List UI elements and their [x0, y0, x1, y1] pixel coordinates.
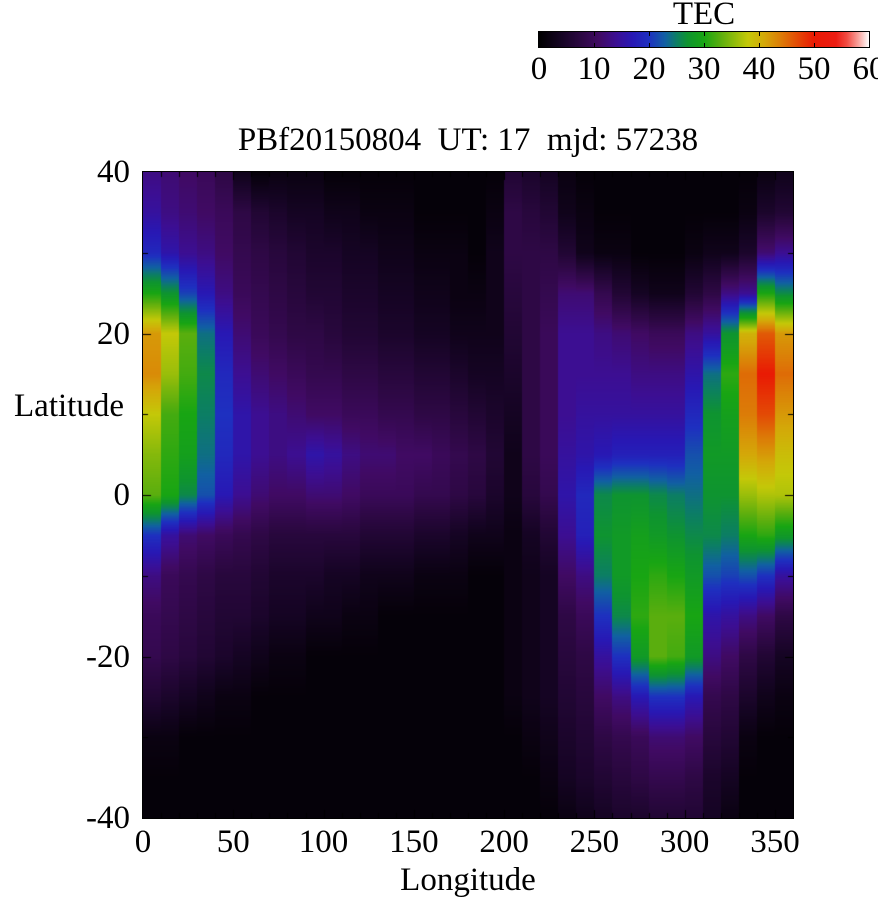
colorbar-tick-mark: [759, 32, 760, 36]
y-axis-label: Latitude: [14, 388, 124, 424]
colorbar-tick-label: 30: [687, 51, 721, 87]
plot-title: PBf20150804 UT: 17 mjd: 57238: [237, 122, 699, 158]
x-tick-label: 150: [389, 824, 439, 860]
colorbar-title: TEC: [672, 0, 736, 32]
colorbar-tick-label: 10: [577, 51, 611, 87]
x-axis-label: Longitude: [400, 862, 536, 898]
y-tick-label: -40: [86, 800, 130, 836]
x-tick-label: 300: [659, 824, 710, 860]
colorbar-tick-mark: [759, 43, 760, 47]
y-tick-label: 40: [97, 154, 130, 190]
colorbar-tick-mark: [594, 32, 595, 36]
x-tick-label: 50: [216, 824, 250, 860]
x-tick-label: 250: [569, 824, 620, 860]
colorbar-tick-mark: [649, 32, 650, 36]
y-tick-label: 20: [97, 315, 130, 352]
colorbar-tick-mark: [649, 43, 650, 47]
colorbar-tick-mark: [704, 32, 705, 36]
colorbar-tick-mark: [814, 43, 815, 47]
x-tick-label: 200: [479, 824, 529, 860]
colorbar-tick-mark: [704, 43, 705, 47]
colorbar-tick-mark: [814, 32, 815, 36]
x-tick-label: 350: [750, 824, 800, 860]
y-tick-label: -20: [86, 638, 130, 675]
colorbar-tick-label: 40: [742, 51, 776, 87]
x-tick-label: 0: [134, 824, 152, 860]
colorbar-gradient: [538, 31, 870, 48]
plot-frame: [142, 171, 794, 819]
x-tick-label: 100: [298, 824, 349, 860]
colorbar-tick-label: 50: [797, 51, 831, 87]
y-tick-label: 0: [113, 477, 131, 513]
colorbar-tick-label: 60: [852, 51, 878, 87]
colorbar-tick-label: 20: [632, 51, 666, 87]
colorbar-tick-mark: [594, 43, 595, 47]
colorbar-tick-label: 0: [530, 51, 548, 87]
tec-heatmap-canvas: [143, 172, 793, 818]
